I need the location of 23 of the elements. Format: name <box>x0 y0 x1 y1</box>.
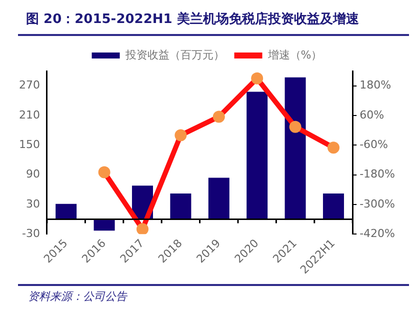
y2-tick-label: -180% <box>360 168 396 181</box>
legend-label: 增速（%） <box>266 48 322 62</box>
bar <box>208 178 230 220</box>
bar <box>246 92 268 220</box>
text: 资料来源：公司公告 <box>27 289 128 304</box>
y2-tick-label: -420% <box>360 226 396 240</box>
bar <box>170 194 192 220</box>
y-tick-label: 30 <box>26 197 40 210</box>
y2-tick-label: -300% <box>360 197 396 210</box>
y2-tick-label: 60% <box>360 108 384 122</box>
y2-tick-label: 180% <box>360 78 392 92</box>
y-tick-label: 270 <box>18 78 40 92</box>
bar <box>284 77 306 220</box>
chart-title: 图 20：2015-2022H1 美兰机场免税店投资收益及增速 <box>25 10 360 28</box>
y-tick-label: 210 <box>18 108 40 122</box>
bar <box>94 219 115 231</box>
legend-label: 投资收益（百万元） <box>124 48 224 62</box>
y-tick-label: 150 <box>18 138 40 151</box>
bar <box>56 204 77 220</box>
y2-tick-label: -60% <box>360 138 388 151</box>
y-tick-label: 90 <box>26 168 40 181</box>
bar <box>322 194 344 220</box>
y-tick-label: -30 <box>22 226 40 240</box>
